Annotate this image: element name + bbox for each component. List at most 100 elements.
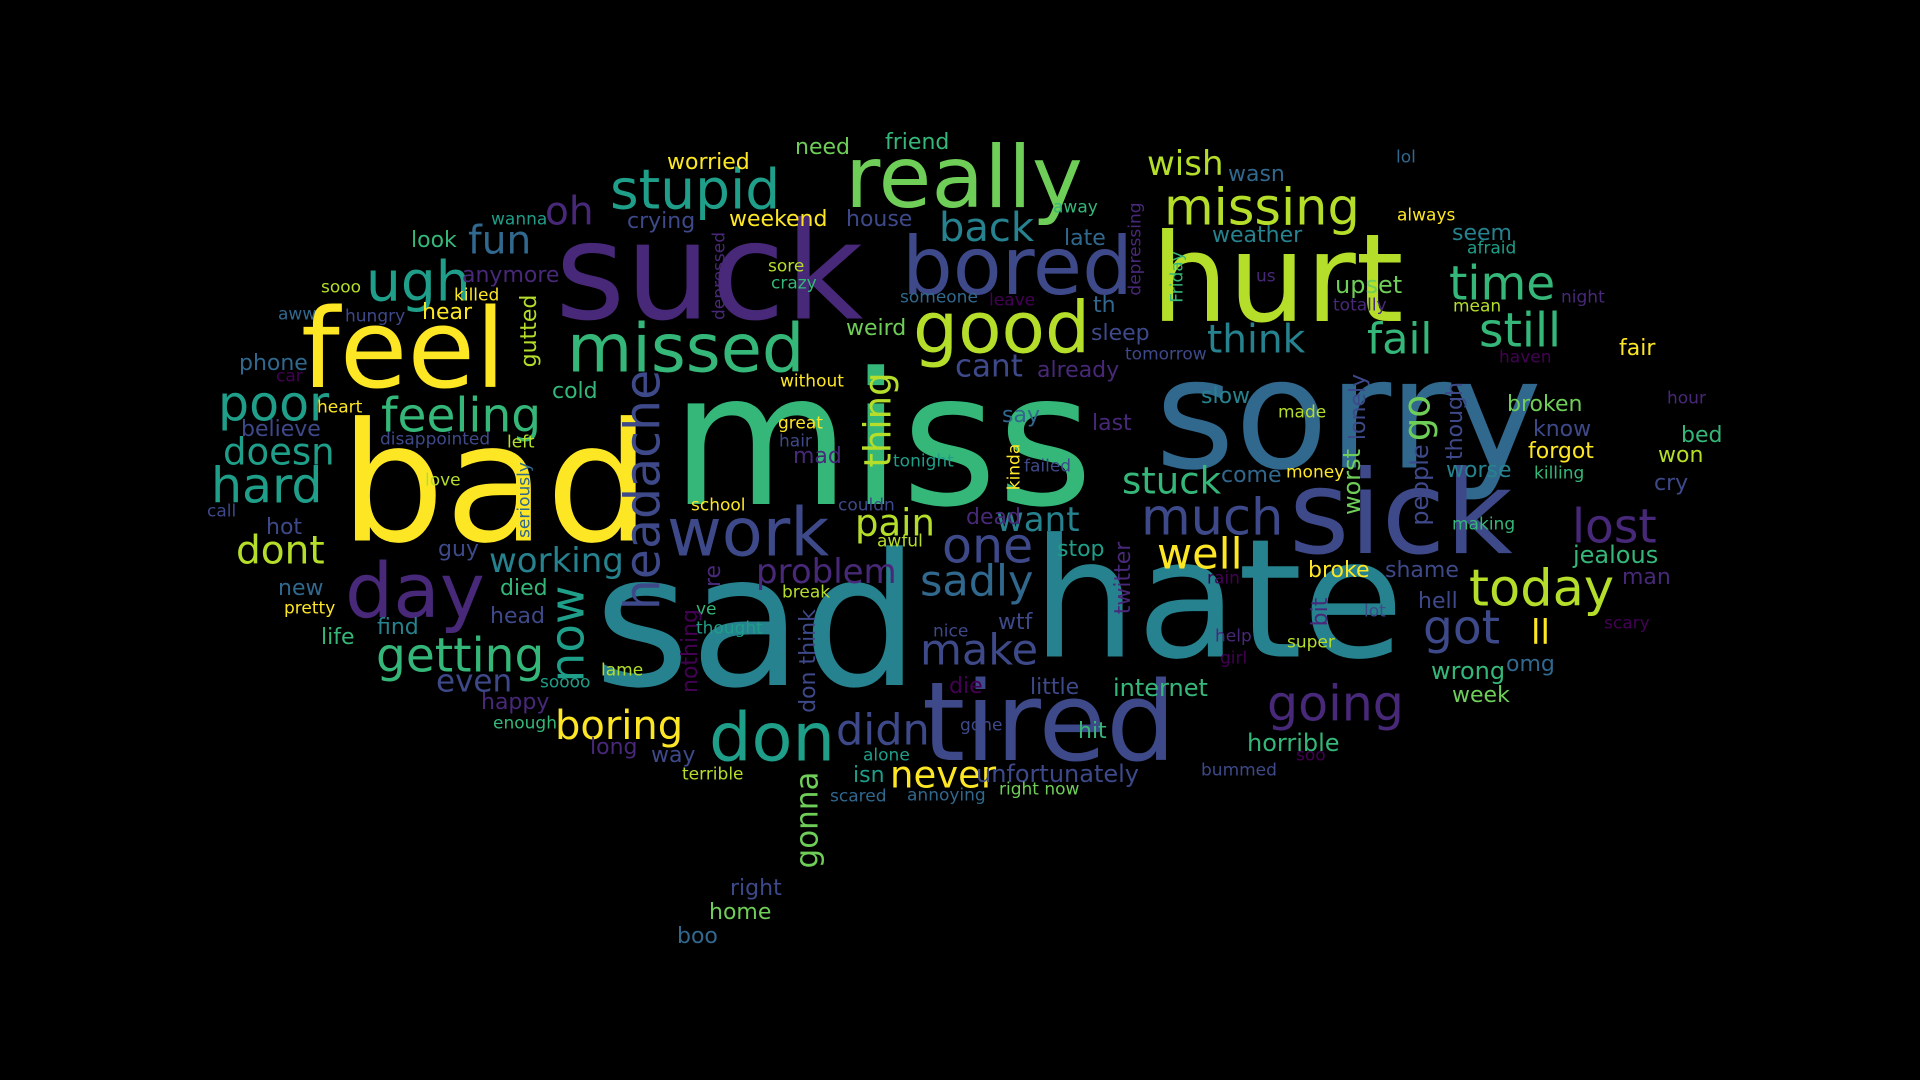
cloud-word: forgot xyxy=(1528,439,1594,464)
cloud-word: super xyxy=(1287,632,1335,653)
cloud-word: omg xyxy=(1506,652,1555,677)
cloud-word: thought xyxy=(696,618,763,639)
cloud-word: come xyxy=(1221,463,1282,488)
cloud-word: back xyxy=(939,205,1035,251)
cloud-word: doesn xyxy=(223,430,335,474)
cloud-word: suck xyxy=(555,193,864,351)
cloud-word: even xyxy=(436,663,513,700)
cloud-word: nice xyxy=(933,621,969,642)
cloud-word: wtf xyxy=(998,610,1033,635)
cloud-word: week xyxy=(1452,683,1510,708)
cloud-word: hell xyxy=(1418,589,1458,614)
cloud-word: one xyxy=(942,517,1034,575)
cloud-word: bored xyxy=(902,220,1133,313)
cloud-word: upset xyxy=(1335,271,1403,299)
cloud-word: seriously xyxy=(514,462,535,538)
cloud-word: work xyxy=(667,493,830,572)
cloud-word: gone xyxy=(960,715,1003,736)
cloud-word: time xyxy=(1449,256,1556,312)
cloud-word: thing xyxy=(856,372,900,468)
cloud-word: slow xyxy=(1201,384,1251,409)
cloud-word: believe xyxy=(241,417,321,442)
cloud-word: cry xyxy=(1654,471,1689,496)
cloud-word: missed xyxy=(567,309,805,388)
cloud-word: stupid xyxy=(610,157,781,222)
cloud-word: killing xyxy=(1534,463,1585,484)
cloud-word: still xyxy=(1479,303,1562,359)
cloud-word: dead xyxy=(966,505,1021,530)
cloud-word: friend xyxy=(885,130,950,155)
cloud-word: won xyxy=(1658,443,1704,468)
cloud-word: headache xyxy=(614,369,672,611)
cloud-word: anymore xyxy=(462,263,560,288)
cloud-word: wrong xyxy=(1431,657,1506,685)
cloud-word: don xyxy=(709,698,835,777)
cloud-word: ll xyxy=(1531,613,1550,653)
cloud-word: little xyxy=(1030,675,1080,700)
cloud-word: tired xyxy=(922,658,1176,786)
cloud-word: die xyxy=(949,674,983,699)
cloud-word: phone xyxy=(239,351,308,376)
cloud-word: hungry xyxy=(345,306,406,327)
cloud-word: broke xyxy=(1308,558,1370,583)
cloud-word: afraid xyxy=(1467,238,1517,259)
cloud-word: wasn xyxy=(1228,162,1285,187)
cloud-word: help xyxy=(1215,626,1252,647)
cloud-word: tomorrow xyxy=(1125,344,1207,365)
cloud-word: didn xyxy=(836,705,930,756)
cloud-word: ve xyxy=(696,599,717,620)
cloud-word: problem xyxy=(756,552,897,592)
cloud-word: crying xyxy=(627,209,696,234)
cloud-word: mad xyxy=(793,444,842,469)
cloud-word: new xyxy=(278,576,324,601)
cloud-word: lonely xyxy=(1346,373,1371,441)
cloud-word: kinda xyxy=(1004,443,1025,491)
cloud-word: lost xyxy=(1572,499,1657,555)
cloud-word: sadly xyxy=(920,556,1034,607)
cloud-word: feel xyxy=(301,285,506,413)
cloud-word: wish xyxy=(1147,144,1224,184)
cloud-word: wanna xyxy=(491,209,548,230)
cloud-word: hard xyxy=(211,457,323,515)
cloud-word: sick xyxy=(1289,446,1513,581)
cloud-word: day xyxy=(345,546,485,635)
cloud-word: way xyxy=(651,743,696,768)
cloud-word: soo xyxy=(1296,745,1326,766)
cloud-word: ugh xyxy=(366,249,471,314)
cloud-word: head xyxy=(490,604,545,629)
cloud-word: without xyxy=(780,371,844,392)
cloud-word: missing xyxy=(1164,178,1360,238)
cloud-word: sore xyxy=(768,256,805,277)
cloud-word: girl xyxy=(1220,648,1248,669)
cloud-word: enough xyxy=(493,713,557,734)
cloud-word: poor xyxy=(218,375,330,433)
cloud-word: good xyxy=(913,286,1091,370)
cloud-word: long xyxy=(590,735,638,760)
cloud-word: money xyxy=(1286,462,1345,483)
cloud-word: heart xyxy=(317,397,363,418)
cloud-word: annoying xyxy=(907,785,986,806)
cloud-word: boo xyxy=(677,924,718,949)
cloud-word: working xyxy=(489,541,624,581)
cloud-word: twitter xyxy=(1111,541,1136,615)
cloud-word: killed xyxy=(454,285,500,306)
cloud-word: crazy xyxy=(771,273,817,294)
cloud-word: horrible xyxy=(1247,729,1340,757)
cloud-word: scared xyxy=(830,786,887,807)
cloud-word: hate xyxy=(1032,503,1404,696)
cloud-word: totally xyxy=(1333,295,1387,316)
cloud-word: really xyxy=(845,128,1083,228)
cloud-word: sorry xyxy=(1155,326,1542,505)
cloud-word: hurt xyxy=(1151,208,1404,350)
cloud-word: got xyxy=(1423,600,1501,656)
cloud-word: happy xyxy=(481,690,550,715)
cloud-word: man xyxy=(1622,565,1671,590)
cloud-word: much xyxy=(1141,488,1284,548)
cloud-word: always xyxy=(1397,205,1456,226)
cloud-word: jealous xyxy=(1573,541,1659,569)
cloud-word: Friday xyxy=(1167,251,1188,303)
cloud-word: lol xyxy=(1396,147,1416,168)
cloud-word: bit xyxy=(1308,597,1333,627)
cloud-word: make xyxy=(920,625,1039,676)
